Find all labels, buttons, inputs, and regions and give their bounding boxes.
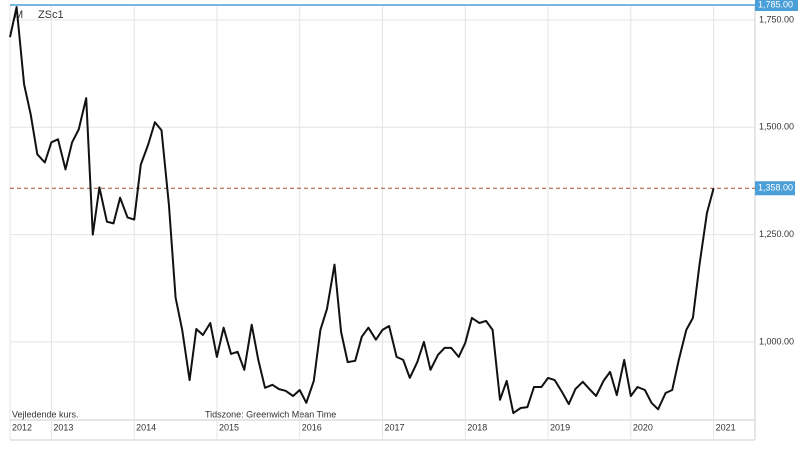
note-left: Vejledende kurs. <box>12 409 79 419</box>
price-line <box>9 6 715 415</box>
x-tick-label: 2017 <box>385 422 405 432</box>
y-tick-label: 1,250.00 <box>759 229 794 239</box>
x-tick-label: 2019 <box>550 422 570 432</box>
y-tick-label: 1,500.00 <box>759 122 794 132</box>
x-tick-label: 2012 <box>12 422 32 432</box>
x-tick-label: 2021 <box>716 422 736 432</box>
high-label-box <box>755 0 798 11</box>
x-tick-label: 2020 <box>633 422 653 432</box>
y-tick-label: 1,750.00 <box>759 14 794 24</box>
y-tick-label: 1,000.00 <box>759 336 794 346</box>
note-center: Tidszone: Greenwich Mean Time <box>205 409 336 419</box>
last-price-label: 1,358.00 <box>758 183 793 193</box>
last-price-box <box>755 181 795 196</box>
symbol: ZSc1 <box>38 9 64 21</box>
x-tick-label: 2014 <box>136 422 156 432</box>
x-tick-label: 2013 <box>53 422 73 432</box>
interval: M <box>14 9 23 21</box>
x-tick-label: 2018 <box>467 422 487 432</box>
x-tick-label: 2015 <box>219 422 239 432</box>
high-label: 1,785.00 <box>758 0 793 9</box>
x-tick-label: 2016 <box>302 422 322 432</box>
